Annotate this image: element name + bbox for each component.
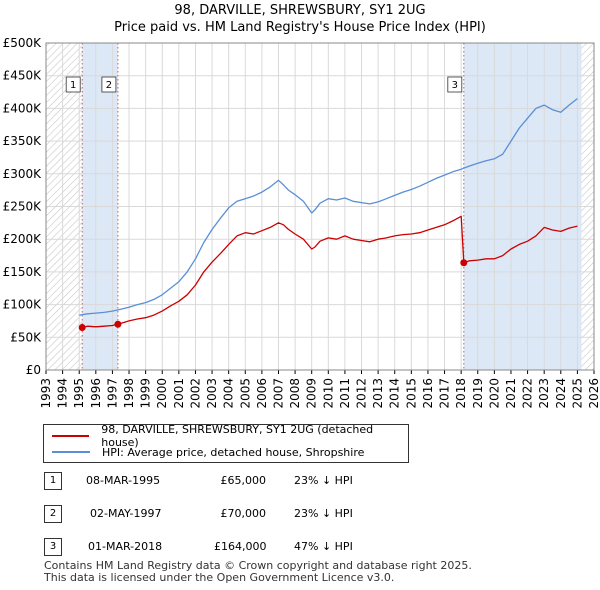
sale-marker-badge (101, 76, 117, 93)
sale-date: 08-MAR-1995 (86, 474, 161, 487)
sale-number-badge: 1 (44, 472, 62, 490)
sale-point (78, 323, 86, 331)
sale-point (460, 259, 468, 267)
y-tick-label: £200K (3, 232, 43, 246)
chart-legend: 98, DARVILLE, SHREWSBURY, SY1 2UG (detac… (43, 423, 409, 463)
x-tick-label: 1997 (105, 378, 119, 409)
footer-licence: This data is licensed under the Open Gov… (44, 571, 395, 584)
x-tick-label: 2015 (404, 378, 418, 409)
y-tick-label: £350K (3, 134, 43, 148)
y-tick-label: £0 (26, 363, 41, 377)
x-tick-label: 1994 (56, 378, 70, 409)
x-tick-label: 2020 (487, 378, 501, 409)
x-tick-label: 2009 (305, 378, 319, 409)
x-tick-label: 2026 (587, 378, 600, 409)
x-tick-label: 2002 (188, 378, 202, 409)
chart-subtitle: Price paid vs. HM Land Registry's House … (114, 20, 486, 35)
x-tick-label: 1998 (122, 378, 136, 409)
sale-point (114, 320, 122, 328)
sale-hpi-diff: 23% ↓ HPI (294, 474, 353, 487)
sale-row: 3 01-MAR-2018 £164,000 47% ↓ HPI (44, 538, 564, 556)
footer-copyright: Contains HM Land Registry data © Crown c… (44, 559, 472, 572)
sale-marker-label: 2 (106, 80, 112, 91)
legend-swatch-hpi (52, 451, 90, 453)
sale-hpi-diff: 23% ↓ HPI (294, 507, 353, 520)
y-tick-label: £250K (3, 200, 43, 214)
x-tick-label: 2018 (454, 378, 468, 409)
y-tick-label: £450K (3, 69, 43, 83)
sale-row: 2 02-MAY-1997 £70,000 23% ↓ HPI (44, 505, 564, 523)
x-tick-label: 2017 (438, 378, 452, 409)
x-tick-label: 2021 (504, 378, 518, 409)
x-tick-label: 2011 (338, 378, 352, 409)
plot-frame (45, 42, 595, 371)
x-tick-label: 2010 (321, 378, 335, 409)
sale-marker-badge (447, 76, 463, 93)
sale-hpi-diff: 47% ↓ HPI (294, 540, 353, 553)
series-line-property (82, 215, 578, 329)
x-tick-label: 2025 (570, 378, 584, 409)
legend-label-property: 98, DARVILLE, SHREWSBURY, SY1 2UG (detac… (101, 423, 374, 449)
series-line-hpi (79, 98, 578, 316)
x-tick-label: 2008 (288, 378, 302, 409)
x-tick-label: 2006 (255, 378, 269, 409)
x-tick-label: 1993 (39, 378, 53, 409)
sale-marker-badge (65, 76, 81, 93)
legend-label-hpi: HPI: Average price, detached house, Shro… (102, 445, 365, 459)
legend-swatch-property (52, 435, 90, 437)
chart-title: 98, DARVILLE, SHREWSBURY, SY1 2UG (174, 3, 426, 18)
y-tick-label: £150K (3, 265, 43, 279)
sale-price: £164,000 (214, 540, 267, 553)
sale-marker-label: 3 (452, 80, 458, 91)
x-tick-label: 2014 (388, 378, 402, 409)
x-tick-label: 2016 (421, 378, 435, 409)
sale-marker-label: 1 (70, 80, 76, 91)
x-tick-label: 2024 (554, 378, 568, 409)
x-tick-label: 2007 (271, 378, 285, 409)
x-tick-label: 1995 (72, 378, 86, 409)
sale-date: 02-MAY-1997 (90, 507, 162, 520)
sale-number-badge: 3 (44, 538, 62, 556)
footer: Contains HM Land Registry data © Crown c… (44, 560, 472, 584)
sale-number-badge: 2 (44, 505, 62, 523)
x-tick-label: 2013 (371, 378, 385, 409)
x-tick-label: 2019 (471, 378, 485, 409)
x-tick-label: 2001 (172, 378, 186, 409)
y-tick-label: £50K (10, 330, 42, 344)
x-tick-label: 2004 (222, 378, 236, 409)
sale-date: 01-MAR-2018 (88, 540, 163, 553)
legend-item-hpi: HPI: Average price, detached house, Shro… (52, 445, 364, 459)
y-tick-label: £100K (3, 298, 43, 312)
x-tick-label: 2022 (521, 378, 535, 409)
legend-item-property: 98, DARVILLE, SHREWSBURY, SY1 2UG (detac… (52, 423, 408, 449)
x-tick-label: 2023 (537, 378, 551, 409)
x-tick-label: 2003 (205, 378, 219, 409)
x-tick-label: 1999 (139, 378, 153, 409)
y-tick-label: £500K (3, 36, 43, 50)
x-tick-label: 2000 (155, 378, 169, 409)
x-tick-label: 2012 (355, 378, 369, 409)
sale-row: 1 08-MAR-1995 £65,000 23% ↓ HPI (44, 472, 564, 490)
price-chart: £0 £50K £100K £150K £200K £250K £300K £350K £400… (3, 36, 600, 409)
sale-price: £65,000 (220, 474, 267, 487)
y-tick-label: £400K (3, 101, 43, 115)
x-tick-label: 1996 (89, 378, 103, 409)
y-tick-label: £300K (3, 167, 43, 181)
x-tick-label: 2005 (238, 378, 252, 409)
sale-price: £70,000 (220, 507, 267, 520)
